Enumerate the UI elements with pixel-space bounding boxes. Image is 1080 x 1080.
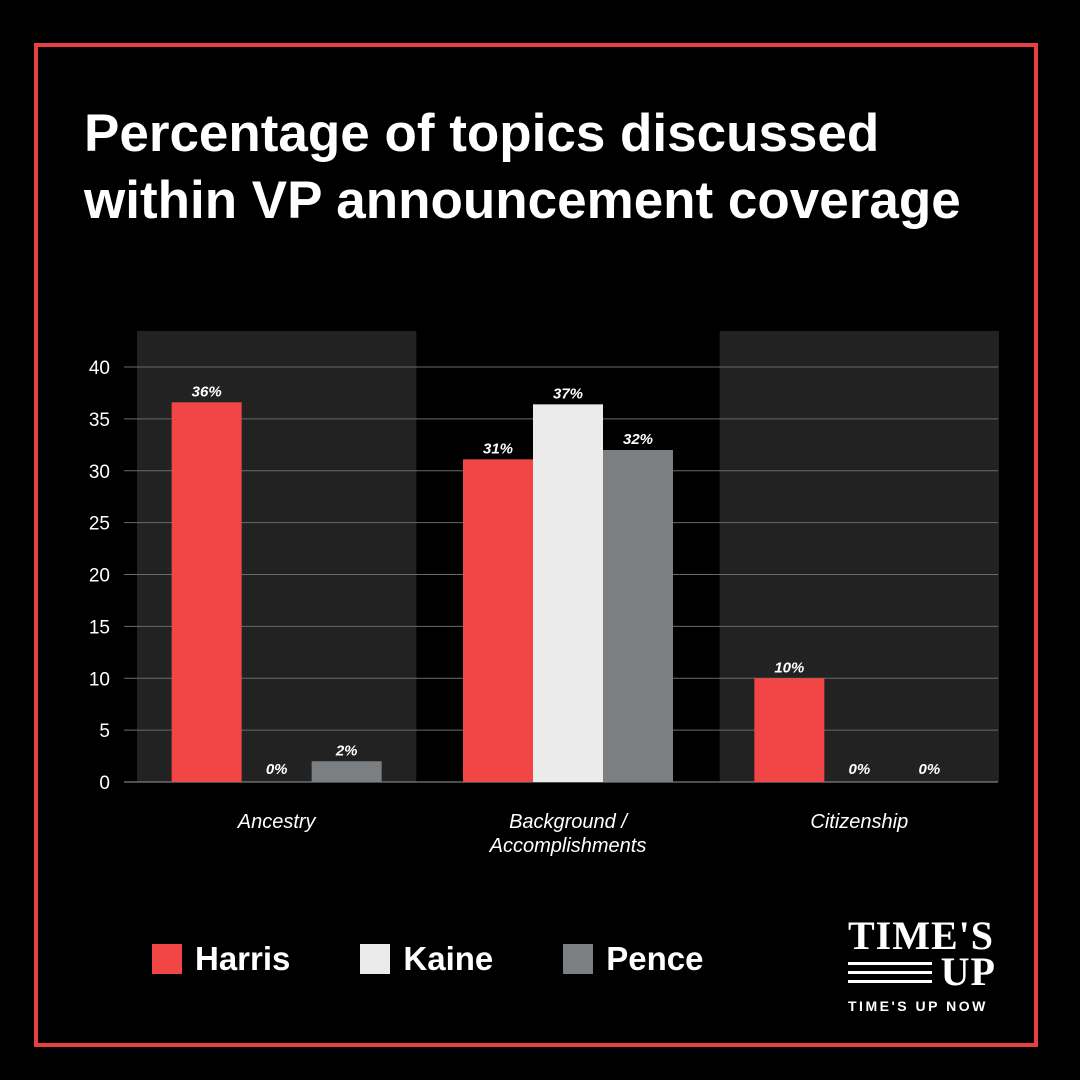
data-label: 10% bbox=[774, 659, 804, 676]
data-label: 0% bbox=[848, 761, 870, 778]
y-tick-label: 5 bbox=[99, 721, 110, 742]
bar-harris-0 bbox=[171, 402, 242, 782]
x-category-label: Accomplishments bbox=[489, 835, 647, 857]
times-up-logo: TIME'S UP TIME'S UP NOW bbox=[846, 913, 996, 1014]
legend-swatch-kaine bbox=[360, 944, 391, 974]
data-label: 2% bbox=[335, 742, 358, 759]
x-category-label: Background / bbox=[509, 811, 629, 833]
legend-label-pence: Pence bbox=[606, 940, 704, 977]
data-label: 37% bbox=[553, 385, 583, 402]
bar-harris-2 bbox=[754, 678, 825, 782]
y-tick-label: 25 bbox=[89, 514, 110, 535]
chart-title: Percentage of topics discussed within VP… bbox=[84, 104, 961, 230]
legend-item-harris: Harris bbox=[152, 940, 290, 978]
logo-text-bottom: UP bbox=[940, 949, 996, 994]
legend-item-kaine: Kaine bbox=[360, 940, 493, 978]
bar-pence-0 bbox=[311, 761, 382, 782]
bar-pence-1 bbox=[603, 450, 673, 782]
y-tick-label: 0 bbox=[99, 773, 110, 794]
logo-text-top: TIME'S bbox=[848, 913, 995, 958]
legend-label-kaine: Kaine bbox=[403, 940, 494, 977]
legend-swatch-pence bbox=[563, 944, 594, 974]
bar-chart: 0 5 10 15 20 25 30 35 40 36% 0% 2% Ancestry 31% 37% 32%… bbox=[89, 331, 999, 857]
x-category-label: Citizenship bbox=[810, 811, 908, 833]
data-label: 0% bbox=[266, 761, 288, 778]
y-tick-label: 10 bbox=[89, 669, 110, 690]
chart-legend: Harris Kaine Pence bbox=[152, 940, 774, 978]
data-label: 32% bbox=[623, 431, 653, 448]
y-tick-label: 15 bbox=[89, 617, 110, 638]
bar-kaine-1 bbox=[533, 404, 603, 782]
logo-tagline: TIME'S UP NOW bbox=[848, 998, 988, 1014]
legend-label-harris: Harris bbox=[195, 940, 291, 977]
data-label: 36% bbox=[192, 383, 222, 400]
y-tick-label: 35 bbox=[89, 410, 110, 431]
y-tick-label: 40 bbox=[89, 358, 110, 379]
chart-frame bbox=[34, 43, 1038, 1047]
legend-item-pence: Pence bbox=[563, 940, 704, 978]
logo-stripes bbox=[848, 956, 932, 989]
y-tick-label: 20 bbox=[89, 566, 110, 587]
x-category-label: Ancestry bbox=[237, 811, 317, 833]
bar-harris-1 bbox=[463, 459, 533, 782]
y-tick-label: 30 bbox=[89, 462, 110, 483]
data-label: 31% bbox=[483, 440, 513, 457]
legend-swatch-harris bbox=[152, 944, 182, 974]
data-label: 0% bbox=[918, 761, 940, 778]
